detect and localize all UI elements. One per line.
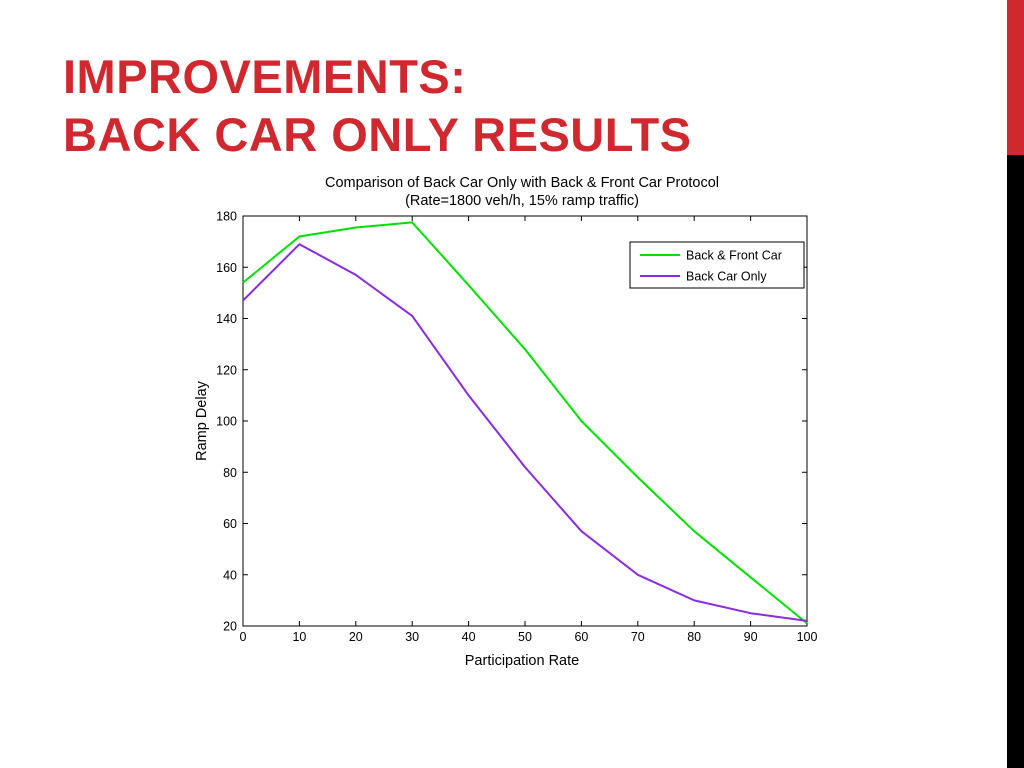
x-tick-label: 60	[574, 630, 588, 644]
accent-bar-red	[1007, 0, 1024, 155]
y-tick-label: 180	[216, 210, 237, 224]
x-tick-label: 10	[292, 630, 306, 644]
x-tick-label: 90	[744, 630, 758, 644]
x-tick-label: 80	[687, 630, 701, 644]
x-tick-label: 20	[349, 630, 363, 644]
y-tick-label: 20	[223, 620, 237, 634]
slide-title-line-2: BACK CAR ONLY RESULTS	[63, 108, 692, 161]
y-tick-label: 160	[216, 261, 237, 275]
y-tick-label: 40	[223, 568, 237, 582]
y-tick-label: 80	[223, 466, 237, 480]
x-axis-label: Participation Rate	[465, 653, 579, 669]
x-tick-label: 30	[405, 630, 419, 644]
x-tick-label: 100	[797, 630, 818, 644]
x-tick-label: 70	[631, 630, 645, 644]
chart-subtitle: (Rate=1800 veh/h, 15% ramp traffic)	[405, 193, 639, 209]
series-line-back-front-car	[242, 221, 808, 625]
legend-box	[629, 241, 805, 289]
legend-label: Back & Front Car	[686, 249, 782, 263]
x-tick-label: 50	[518, 630, 532, 644]
x-tick-label: 0	[240, 630, 247, 644]
legend-label: Back Car Only	[686, 270, 767, 284]
series-line-back-car-only	[242, 243, 808, 622]
slide-title: IMPROVEMENTS: BACK CAR ONLY RESULTS	[63, 48, 692, 164]
slide-title-line-1: IMPROVEMENTS:	[63, 50, 467, 103]
y-axis-label: Ramp Delay	[194, 380, 210, 461]
y-tick-label: 60	[223, 517, 237, 531]
y-tick-label: 140	[216, 312, 237, 326]
y-tick-label: 120	[216, 363, 237, 377]
chart-title: Comparison of Back Car Only with Back & …	[325, 175, 719, 191]
x-tick-label: 40	[462, 630, 476, 644]
accent-bar-black	[1007, 155, 1024, 768]
y-tick-label: 100	[216, 415, 237, 429]
